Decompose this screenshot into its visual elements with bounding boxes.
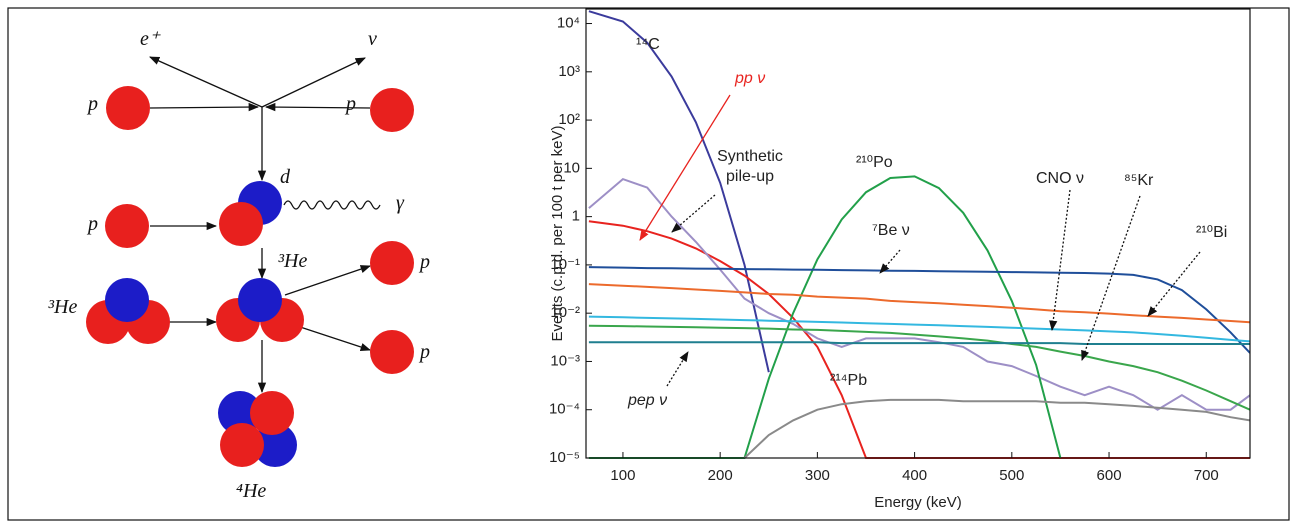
series-line bbox=[588, 341, 1250, 345]
plot-frame bbox=[585, 8, 1251, 459]
pointer-arrow bbox=[1081, 195, 1141, 361]
y-tick-label: 10⁻¹ bbox=[550, 256, 580, 273]
diagram-label: ⁴He bbox=[236, 480, 267, 502]
y-tick-label: 10⁻⁴ bbox=[549, 401, 580, 418]
plot bbox=[588, 10, 1250, 459]
series-label: ¹⁴C bbox=[636, 36, 660, 53]
pointer-arrow bbox=[666, 351, 689, 387]
pointer-arrow bbox=[1049, 189, 1071, 332]
diagram-label: p bbox=[346, 93, 356, 115]
pointer-arrow bbox=[671, 194, 716, 233]
diagram-label: ³He bbox=[48, 296, 78, 318]
diagram-label: ³He bbox=[278, 250, 308, 272]
series-label: ⁸⁵Kr bbox=[1124, 172, 1154, 189]
particles bbox=[86, 86, 414, 467]
diagram-label: e⁺ bbox=[140, 28, 160, 50]
frame bbox=[7, 7, 1290, 521]
series-label: ²¹⁰Bi bbox=[1196, 224, 1228, 241]
series-line bbox=[588, 324, 1250, 411]
x-axis-label: Energy (keV) bbox=[874, 494, 962, 511]
y-tick-label: 1 bbox=[572, 208, 580, 225]
x-tick-label: 100 bbox=[610, 467, 635, 484]
y-tick-label: 10 bbox=[563, 159, 580, 176]
x-tick-label: 300 bbox=[805, 467, 830, 484]
y-tick-label: 10⁻³ bbox=[550, 352, 580, 369]
diagram-label: p bbox=[88, 213, 98, 235]
y-tick-label: 10⁴ bbox=[557, 15, 580, 32]
y-tick-label: 10⁻² bbox=[550, 304, 580, 321]
diagram-label: p bbox=[420, 341, 430, 363]
x-tick-label: 200 bbox=[708, 467, 733, 484]
x-tick-label: 400 bbox=[902, 467, 927, 484]
series-label: pp ν bbox=[735, 70, 766, 87]
y-tick-label: 10² bbox=[558, 111, 580, 128]
series-line bbox=[588, 10, 770, 373]
series-label: Synthetic pile-up bbox=[717, 148, 783, 185]
series-line bbox=[588, 266, 1250, 354]
y-axis-label: Events (c.p.d. per 100 t per keV) bbox=[549, 126, 566, 342]
diagram-label: p bbox=[420, 251, 430, 273]
diagram-label: p bbox=[88, 93, 98, 115]
diagram-label: d bbox=[280, 166, 290, 188]
pointer-arrow bbox=[879, 249, 901, 274]
y-tick-label: 10⁻⁵ bbox=[549, 449, 580, 466]
series-label: ²¹⁰Po bbox=[856, 154, 893, 171]
series-line bbox=[743, 398, 1250, 459]
series-line bbox=[588, 283, 1250, 324]
series-line bbox=[588, 315, 1250, 343]
series-label: ⁷Be ν bbox=[872, 222, 910, 239]
series-label: ²¹⁴Pb bbox=[830, 372, 868, 389]
diagram-label: ν bbox=[368, 28, 377, 50]
series-label: pep ν bbox=[628, 392, 668, 409]
pointer-arrow bbox=[1147, 251, 1201, 317]
y-tick-label: 10³ bbox=[558, 63, 580, 80]
diagram-label: γ bbox=[396, 192, 404, 214]
x-tick-label: 600 bbox=[1097, 467, 1122, 484]
x-tick-label: 500 bbox=[999, 467, 1024, 484]
pointer-arrow bbox=[639, 94, 731, 241]
series-label: CNO ν bbox=[1036, 170, 1084, 187]
x-tick-label: 700 bbox=[1194, 467, 1219, 484]
series-line bbox=[588, 177, 1250, 411]
